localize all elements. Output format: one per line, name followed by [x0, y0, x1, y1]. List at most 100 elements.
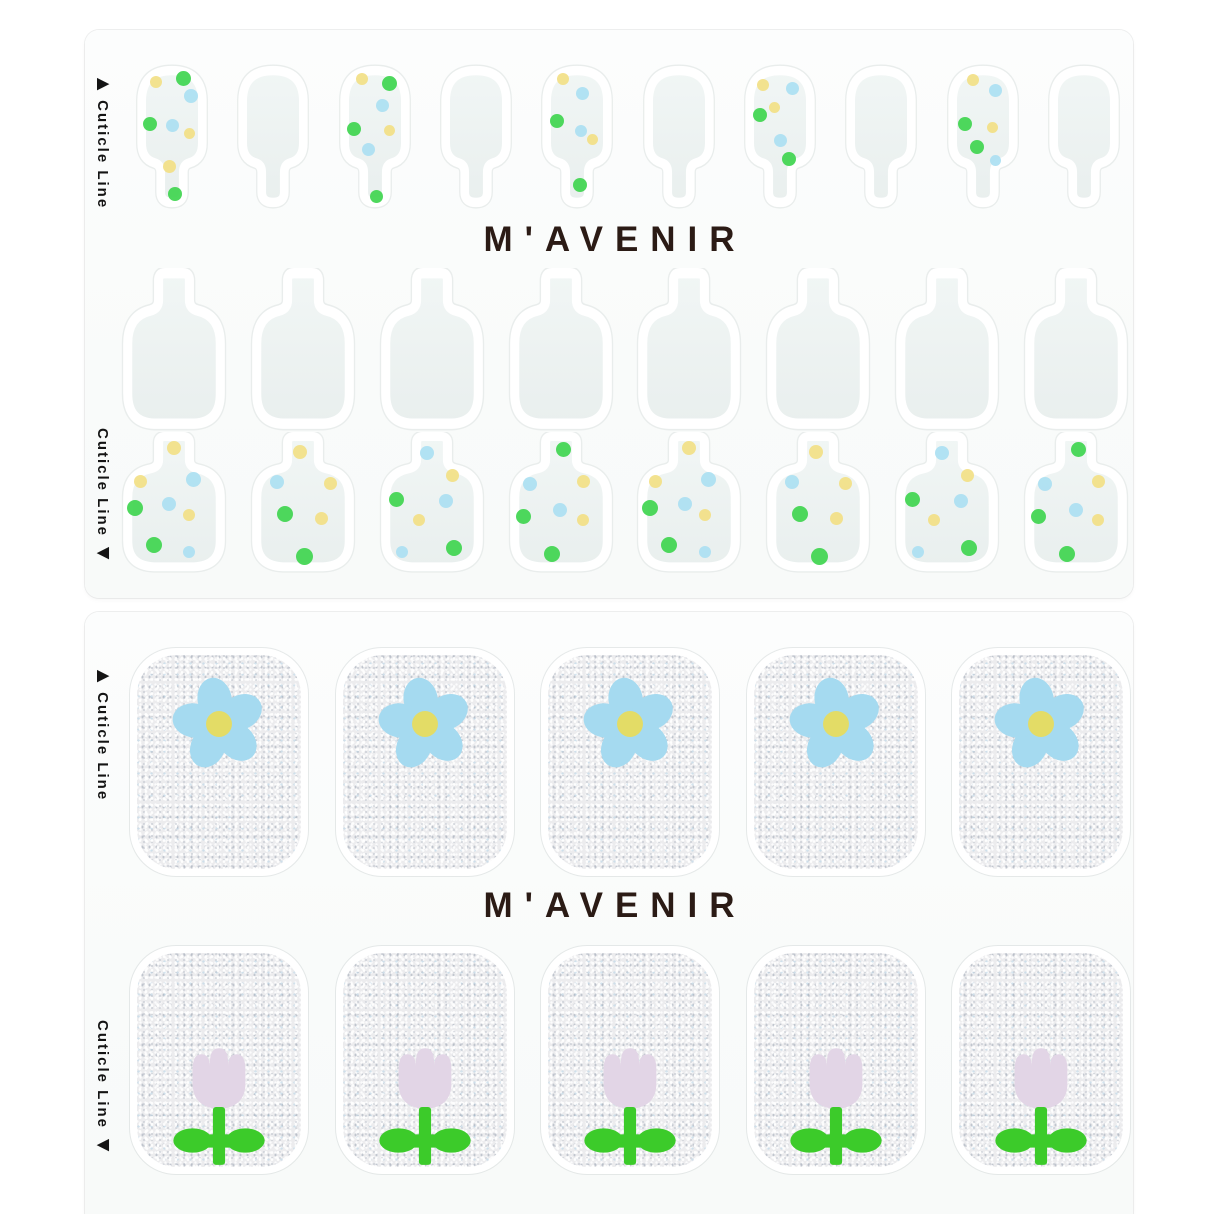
- confetti-dot-green: [781, 151, 796, 166]
- nail-sticker-plain: [888, 268, 1006, 432]
- nail-sticker-plain: [502, 268, 620, 432]
- nail-row-tulip: [130, 946, 1130, 1174]
- confetti-dot-yellow: [839, 477, 853, 491]
- nail-shape-tip-down: [845, 64, 918, 209]
- nail-sticker-daisy: [952, 648, 1130, 876]
- purple-tulip-icon: [173, 1048, 265, 1165]
- confetti-dot-blue: [698, 545, 711, 558]
- confetti-dot-blue: [954, 494, 969, 509]
- confetti-dot-green: [572, 177, 587, 192]
- confetti-dot-green: [661, 537, 678, 554]
- nail-sticker-dots: [133, 64, 211, 210]
- confetti-dot-yellow: [577, 474, 591, 488]
- nail-shape-tip-up: [766, 432, 871, 573]
- confetti-dot-blue: [362, 142, 376, 156]
- confetti-dot-blue: [162, 497, 177, 512]
- nail-sticker-plain: [234, 64, 312, 210]
- nail-shape-tip-up: [379, 268, 484, 431]
- nail-sticker-plain: [1045, 64, 1123, 210]
- confetti-dot-green: [145, 537, 162, 554]
- glitter-surface: [137, 655, 301, 869]
- confetti-dot-yellow: [166, 440, 181, 455]
- nail-sticker-sheet-bottom: ▶ Cuticle Line Cuticle Line ◀: [85, 612, 1133, 1214]
- nail-sticker-daisy: [335, 648, 514, 876]
- confetti-dot-yellow: [649, 474, 663, 488]
- nail-shape-tip-up: [894, 268, 1000, 431]
- nail-sticker-tulip: [335, 946, 514, 1174]
- confetti-dot-green: [970, 139, 985, 154]
- nail-shape-tip-up: [250, 432, 356, 573]
- brand-logo: M'AVENIR: [483, 886, 747, 925]
- glitter-surface: [548, 953, 712, 1167]
- nail-sticker-dots: [373, 432, 491, 574]
- confetti-dot-blue: [785, 474, 800, 489]
- confetti-dot-blue: [773, 134, 787, 148]
- confetti-dot-green: [792, 505, 809, 522]
- nail-sticker-sheet-top: ▶ Cuticle Line Cuticle Line ◀: [85, 30, 1133, 598]
- nail-sticker-tulip: [130, 946, 308, 1174]
- confetti-dot-blue: [184, 88, 199, 103]
- purple-tulip-icon: [584, 1048, 676, 1165]
- confetti-dot-green: [1071, 441, 1087, 457]
- purple-tulip-icon: [378, 1048, 471, 1165]
- blue-daisy-icon: [378, 677, 468, 768]
- confetti-dot-yellow: [961, 468, 975, 482]
- cuticle-line-label: ▶ Cuticle Line: [94, 666, 111, 802]
- confetti-dot-green: [555, 441, 571, 457]
- confetti-dot-yellow: [577, 514, 590, 527]
- confetti-dot-blue: [376, 99, 390, 113]
- confetti-dot-green: [175, 71, 191, 87]
- confetti-dot-green: [961, 539, 978, 556]
- confetti-dot-green: [276, 505, 293, 522]
- glitter-surface: [342, 655, 507, 869]
- confetti-dot-blue: [677, 497, 692, 512]
- glitter-surface: [959, 953, 1123, 1167]
- confetti-dot-yellow: [967, 74, 980, 87]
- confetti-dot-yellow: [756, 78, 769, 91]
- confetti-dot-blue: [396, 545, 409, 558]
- nail-shape-tip-down: [1047, 64, 1120, 209]
- confetti-dot-green: [369, 189, 383, 203]
- blue-daisy-icon: [789, 677, 879, 768]
- confetti-dot-blue: [165, 119, 179, 133]
- glitter-surface: [959, 655, 1123, 869]
- nail-sticker-daisy: [746, 648, 925, 876]
- confetti-dot-blue: [1068, 503, 1083, 517]
- nail-shape-tip-up: [121, 268, 227, 431]
- nail-sticker-dots: [741, 64, 819, 210]
- confetti-dot-green: [143, 116, 158, 131]
- confetti-dot-yellow: [293, 444, 308, 459]
- nail-sticker-dots: [336, 64, 414, 210]
- nail-shape-tip-up: [379, 432, 484, 573]
- nail-shape-tip-up: [1023, 432, 1129, 573]
- confetti-dot-yellow: [412, 514, 425, 527]
- nail-sticker-plain: [244, 268, 362, 432]
- confetti-dot-green: [168, 186, 183, 201]
- confetti-dot-yellow: [150, 75, 163, 88]
- confetti-dot-green: [295, 548, 313, 566]
- confetti-dot-green: [811, 548, 829, 566]
- nail-sticker-daisy: [541, 648, 719, 876]
- confetti-dot-yellow: [162, 160, 176, 174]
- nail-sticker-plain: [759, 268, 877, 432]
- nail-shape-tip-down: [541, 64, 614, 209]
- confetti-dot-yellow: [183, 508, 196, 521]
- confetti-dot-yellow: [1092, 514, 1105, 527]
- confetti-dot-blue: [522, 477, 537, 492]
- confetti-dot-yellow: [183, 128, 195, 140]
- nail-shape-tip-up: [250, 268, 356, 431]
- confetti-dot-yellow: [928, 514, 941, 527]
- confetti-dot-blue: [911, 545, 924, 558]
- blue-daisy-icon: [994, 677, 1084, 768]
- nail-shape-tip-up: [508, 432, 613, 573]
- glitter-surface: [342, 953, 507, 1167]
- glitter-surface: [753, 953, 918, 1167]
- glitter-surface: [548, 655, 712, 869]
- nail-shape-tip-down: [946, 64, 1019, 209]
- nail-sticker-dots: [502, 432, 620, 574]
- confetti-dot-blue: [553, 503, 568, 517]
- confetti-dot-yellow: [557, 72, 570, 85]
- confetti-dot-blue: [185, 471, 201, 487]
- nail-sticker-dots: [944, 64, 1022, 210]
- nail-sticker-dots: [759, 432, 877, 574]
